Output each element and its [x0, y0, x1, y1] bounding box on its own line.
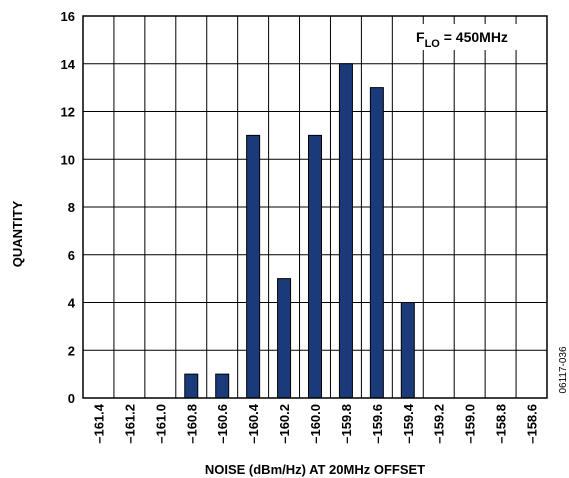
y-tick-label: 10 — [61, 152, 75, 167]
x-tick-labels: –161.4 –161.2 –161.0 –160.8 –160.6 –160.4 –160… — [91, 403, 539, 444]
bar — [308, 134, 322, 399]
y-tick-label: 2 — [68, 343, 75, 358]
frequency-annotation: FLO = 450MHz — [410, 24, 530, 50]
x-tick-label: –161.2 — [122, 404, 137, 444]
y-tick-labels: 0 2 4 6 8 10 12 14 16 — [61, 9, 76, 406]
x-axis-title: NOISE (dBm/Hz) AT 20MHz OFFSET — [205, 462, 425, 477]
bar — [184, 373, 199, 399]
figure-id: 06117-036 — [558, 346, 569, 394]
x-tick-label: –160.8 — [184, 404, 199, 444]
y-tick-label: 4 — [68, 296, 76, 311]
svg-text:FLO = 450MHz: FLO = 450MHz — [416, 29, 508, 50]
bar — [246, 134, 261, 399]
x-tick-label: –161.0 — [153, 404, 168, 444]
y-tick-label: 0 — [68, 391, 75, 406]
x-tick-label: –160.0 — [308, 404, 323, 444]
bar — [400, 302, 415, 399]
annotation-main: F — [416, 29, 425, 45]
plot-frame — [82, 15, 548, 399]
y-tick-label: 16 — [61, 9, 75, 24]
x-tick-label: –158.6 — [525, 404, 540, 444]
x-tick-label: –159.6 — [370, 404, 385, 444]
y-tick-label: 8 — [68, 200, 75, 215]
x-tick-label: –158.8 — [494, 404, 509, 444]
bar — [215, 373, 230, 399]
x-tick-label: –159.4 — [401, 403, 416, 444]
bar — [338, 63, 353, 399]
y-tick-label: 6 — [68, 248, 75, 263]
x-tick-label: –159.0 — [463, 404, 478, 444]
annotation-subscript: LO — [425, 38, 441, 50]
y-axis-title: QUANTITY — [10, 200, 25, 267]
x-tick-label: –159.8 — [339, 404, 354, 444]
y-tick-label: 14 — [61, 57, 76, 72]
y-tick-label: 12 — [61, 105, 75, 120]
bar — [277, 278, 292, 399]
bar — [369, 87, 384, 399]
annotation-rest: = 450MHz — [440, 29, 508, 45]
x-tick-label: –159.2 — [432, 404, 447, 444]
x-tick-label: –160.2 — [277, 404, 292, 444]
x-tick-label: –161.4 — [91, 403, 106, 444]
x-tick-label: –160.6 — [215, 404, 230, 444]
x-tick-label: –160.4 — [246, 403, 261, 444]
